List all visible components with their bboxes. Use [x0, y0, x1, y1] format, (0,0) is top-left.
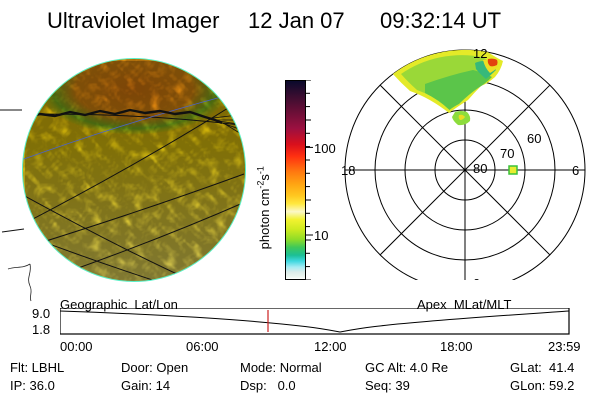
svg-text:60: 60	[527, 131, 541, 146]
svg-text:70: 70	[500, 146, 514, 161]
svg-text:80: 80	[473, 161, 487, 176]
svg-text:6: 6	[572, 163, 579, 178]
svg-text:12: 12	[473, 46, 487, 61]
svg-text:18: 18	[341, 163, 355, 178]
svg-text:0: 0	[473, 276, 480, 280]
